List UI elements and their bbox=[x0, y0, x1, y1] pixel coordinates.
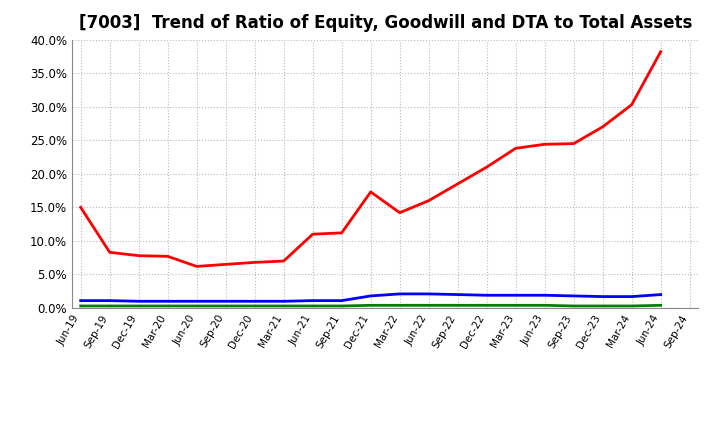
Equity bbox=[279, 258, 288, 264]
Equity bbox=[541, 142, 549, 147]
Goodwill bbox=[598, 294, 607, 299]
Deferred Tax Assets bbox=[221, 303, 230, 308]
Deferred Tax Assets bbox=[395, 303, 404, 308]
Equity bbox=[598, 124, 607, 129]
Equity bbox=[251, 260, 259, 265]
Deferred Tax Assets bbox=[454, 303, 462, 308]
Goodwill bbox=[163, 299, 172, 304]
Goodwill bbox=[308, 298, 317, 303]
Deferred Tax Assets bbox=[627, 303, 636, 308]
Equity bbox=[395, 210, 404, 215]
Deferred Tax Assets bbox=[511, 303, 520, 308]
Goodwill bbox=[221, 299, 230, 304]
Deferred Tax Assets bbox=[570, 303, 578, 308]
Equity bbox=[454, 181, 462, 187]
Deferred Tax Assets bbox=[482, 303, 491, 308]
Goodwill bbox=[627, 294, 636, 299]
Equity bbox=[570, 141, 578, 146]
Equity bbox=[366, 189, 375, 194]
Deferred Tax Assets bbox=[251, 303, 259, 308]
Equity bbox=[338, 230, 346, 235]
Goodwill bbox=[135, 299, 143, 304]
Deferred Tax Assets bbox=[279, 303, 288, 308]
Goodwill bbox=[279, 299, 288, 304]
Equity bbox=[135, 253, 143, 258]
Goodwill bbox=[338, 298, 346, 303]
Equity bbox=[221, 262, 230, 267]
Goodwill bbox=[482, 293, 491, 298]
Goodwill bbox=[454, 292, 462, 297]
Goodwill bbox=[570, 293, 578, 299]
Line: Deferred Tax Assets: Deferred Tax Assets bbox=[81, 305, 661, 306]
Deferred Tax Assets bbox=[105, 303, 114, 308]
Deferred Tax Assets bbox=[76, 303, 85, 308]
Goodwill bbox=[251, 299, 259, 304]
Deferred Tax Assets bbox=[424, 303, 433, 308]
Deferred Tax Assets bbox=[598, 303, 607, 308]
Deferred Tax Assets bbox=[163, 303, 172, 308]
Deferred Tax Assets bbox=[308, 303, 317, 308]
Equity bbox=[511, 146, 520, 151]
Line: Equity: Equity bbox=[81, 51, 661, 266]
Goodwill bbox=[424, 291, 433, 297]
Goodwill bbox=[366, 293, 375, 299]
Goodwill bbox=[76, 298, 85, 303]
Goodwill bbox=[105, 298, 114, 303]
Deferred Tax Assets bbox=[541, 303, 549, 308]
Equity bbox=[424, 198, 433, 203]
Deferred Tax Assets bbox=[657, 303, 665, 308]
Deferred Tax Assets bbox=[135, 303, 143, 308]
Equity bbox=[308, 231, 317, 237]
Line: Goodwill: Goodwill bbox=[81, 294, 661, 301]
Deferred Tax Assets bbox=[366, 303, 375, 308]
Goodwill bbox=[511, 293, 520, 298]
Deferred Tax Assets bbox=[338, 303, 346, 308]
Goodwill bbox=[395, 291, 404, 297]
Equity bbox=[627, 102, 636, 107]
Title: [7003]  Trend of Ratio of Equity, Goodwill and DTA to Total Assets: [7003] Trend of Ratio of Equity, Goodwil… bbox=[78, 15, 692, 33]
Equity bbox=[163, 254, 172, 259]
Goodwill bbox=[541, 293, 549, 298]
Equity bbox=[76, 205, 85, 210]
Equity bbox=[657, 49, 665, 54]
Deferred Tax Assets bbox=[192, 303, 201, 308]
Equity bbox=[482, 165, 491, 170]
Equity bbox=[192, 264, 201, 269]
Equity bbox=[105, 249, 114, 255]
Goodwill bbox=[192, 299, 201, 304]
Goodwill bbox=[657, 292, 665, 297]
